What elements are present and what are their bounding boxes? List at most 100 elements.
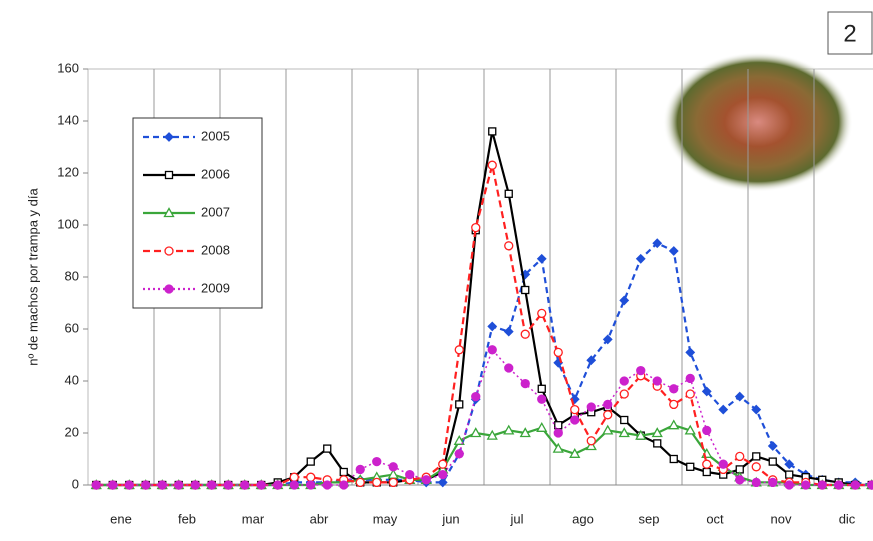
marker [834,480,844,490]
marker [503,424,515,435]
marker [685,347,696,358]
marker [602,334,613,345]
marker [487,345,497,355]
marker [668,419,680,430]
marker [164,170,174,180]
marker [751,462,761,472]
marker [521,285,530,295]
x-tick-label: dic [839,511,856,526]
x-tick-label: ago [572,511,594,526]
y-tick-label: 40 [65,372,79,387]
marker [653,439,662,448]
y-tick-label: 60 [65,320,79,335]
marker [240,480,250,490]
series-line [96,241,872,487]
marker [867,480,873,490]
marker [273,480,283,490]
x-tick-label: sep [639,511,660,526]
marker [768,477,778,488]
marker [603,399,613,410]
marker [454,345,464,355]
marker [504,241,514,251]
marker [470,427,482,438]
marker [455,400,464,409]
marker [487,160,497,170]
marker [141,480,151,490]
marker [817,480,827,490]
marker [289,480,299,490]
marker [652,376,662,386]
marker [372,477,382,488]
marker [486,429,498,440]
marker [619,376,629,386]
marker [537,308,547,319]
marker [618,427,630,438]
marker [735,475,745,485]
marker [702,467,711,477]
marker [405,469,415,480]
marker [520,329,530,339]
marker [190,480,200,490]
marker [355,477,365,488]
marker [223,480,233,490]
marker [488,127,497,136]
y-tick-label: 0 [72,476,79,491]
marker [586,402,596,412]
marker [108,480,118,490]
x-tick-label: oct [706,511,724,526]
marker [570,404,580,415]
marker [503,326,514,337]
marker [603,410,613,420]
badge-box [827,11,873,55]
marker [536,253,547,264]
marker [752,452,761,461]
marker [207,480,217,490]
marker [174,480,184,490]
marker [388,462,398,472]
marker [767,441,778,451]
marker [620,415,629,425]
y-tick-label: 160 [57,60,79,75]
marker [734,391,745,402]
marker [586,355,597,366]
marker [635,253,646,264]
marker [619,389,629,399]
marker [471,391,481,402]
marker [306,472,316,482]
marker [651,427,663,438]
marker [91,480,101,490]
marker [163,207,175,218]
marker [322,480,332,490]
x-tick-label: jun [441,511,459,526]
marker [751,477,761,488]
marker [339,480,349,490]
marker [438,459,448,469]
marker [519,427,531,438]
marker [421,475,431,485]
marker [471,222,481,233]
marker [784,459,795,470]
legend-label: 2008 [201,242,230,257]
marker [536,421,548,432]
marker [537,394,547,404]
marker [504,363,514,373]
marker [718,404,729,415]
marker [306,480,316,490]
marker [636,365,646,376]
marker [784,480,794,490]
marker [619,295,630,306]
marker [438,469,448,480]
marker [751,404,762,415]
marker [685,389,695,399]
marker [652,238,663,249]
marker [537,384,546,393]
y-tick-label: 80 [65,268,79,283]
legend-label: 2005 [201,128,230,143]
x-tick-label: ene [110,511,132,526]
marker [487,321,498,332]
marker [323,444,332,453]
x-tick-label: may [373,511,398,526]
marker [701,386,712,397]
x-tick-label: nov [771,511,792,526]
marker [164,132,174,142]
